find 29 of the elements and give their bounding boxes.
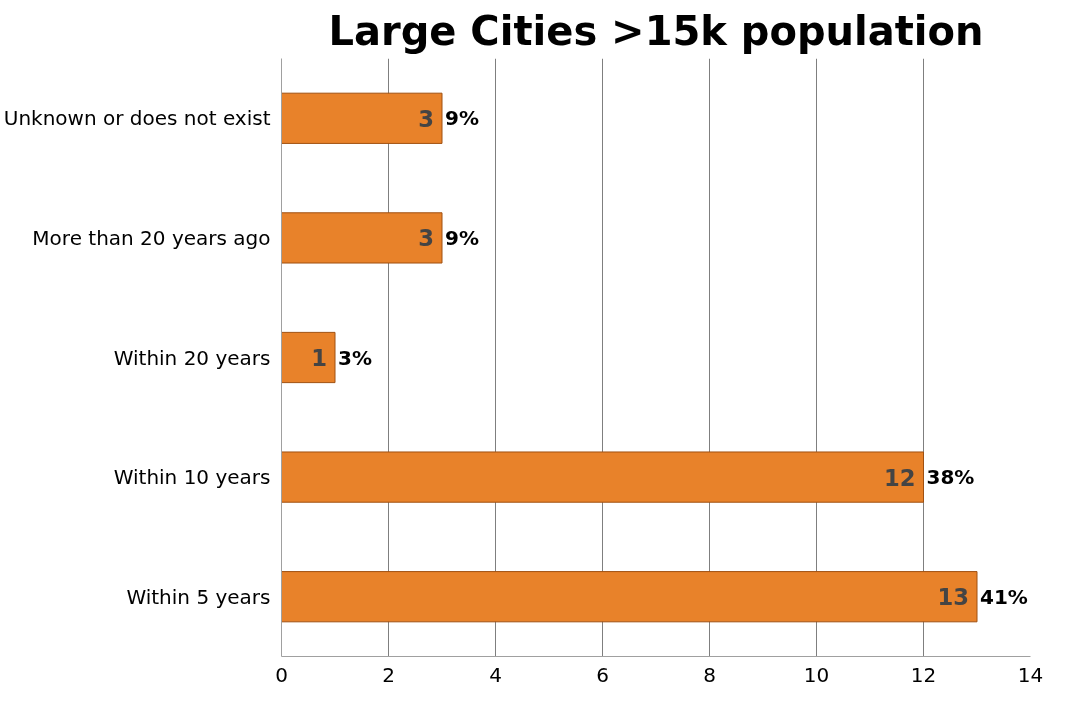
data-label: 12 <box>883 464 916 491</box>
data-label: 3 <box>418 105 434 132</box>
bar <box>281 92 443 144</box>
y-tick-label: Within 5 years <box>126 584 271 609</box>
annotation: 41% <box>980 584 1028 609</box>
x-tick-label: 10 <box>803 662 830 687</box>
chart-title: Large Cities >15k population <box>328 7 984 54</box>
annotation: 9% <box>445 225 479 250</box>
y-tick-label: Unknown or does not exist <box>3 106 271 131</box>
data-label: 13 <box>937 584 969 611</box>
x-tick-label: 6 <box>596 662 609 687</box>
bar <box>281 331 336 384</box>
annotation: 38% <box>926 465 975 490</box>
x-tick-label: 14 <box>1017 662 1044 687</box>
x-tick-label: 2 <box>382 662 395 687</box>
y-tick-label: More than 20 years ago <box>32 225 271 250</box>
annotation: 9% <box>445 106 479 131</box>
x-tick-label: 8 <box>703 662 716 687</box>
y-tick-label: Within 20 years <box>113 345 271 370</box>
bar <box>281 212 443 264</box>
data-label: 1 <box>311 345 327 371</box>
annotation: 3% <box>338 345 372 370</box>
x-tick-label: 4 <box>489 662 502 687</box>
bar <box>281 571 978 623</box>
data-label: 3 <box>418 225 434 252</box>
y-tick-label: Within 10 years <box>113 465 271 490</box>
x-tick-label: 0 <box>275 662 288 687</box>
x-tick-label: 12 <box>910 662 937 687</box>
bar <box>281 451 924 503</box>
